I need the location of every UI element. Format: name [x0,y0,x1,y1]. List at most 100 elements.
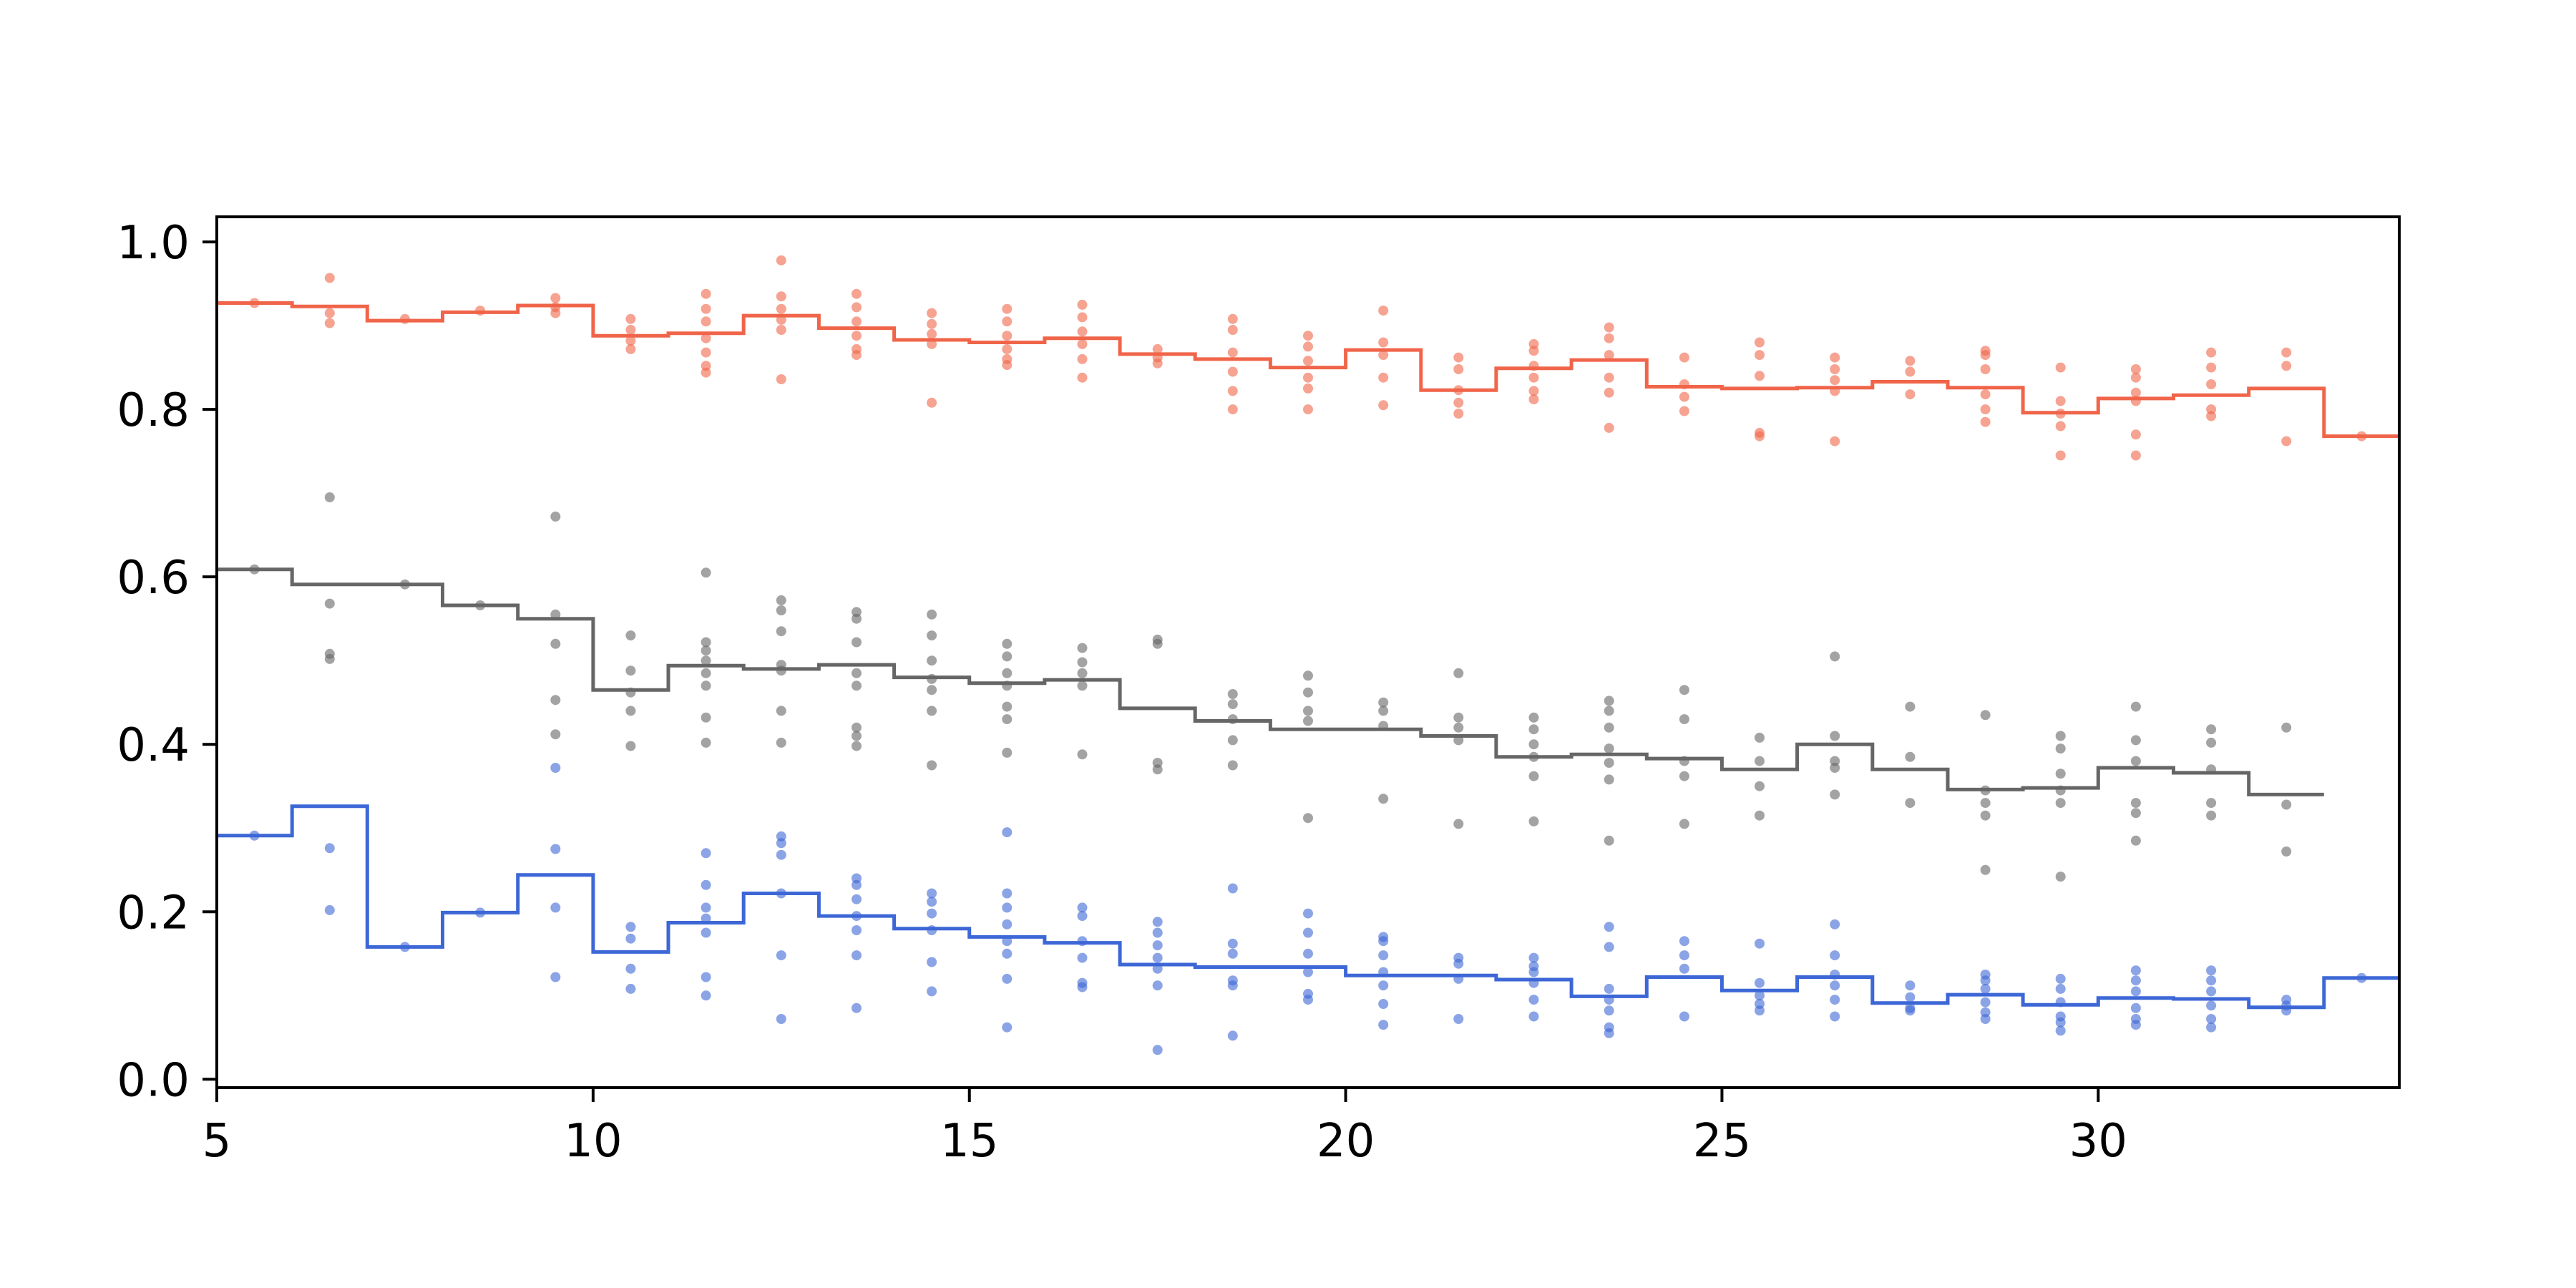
series-1-point-136 [2281,847,2292,857]
series-2-point-76 [1378,980,1389,991]
series-2-point-100 [1755,938,1765,949]
series-0-point-20 [776,255,786,265]
series-1-point-11 [550,729,561,740]
series-1-point-96 [1679,714,1689,725]
series-0-point-64 [1378,306,1389,316]
series-1-point-90 [1604,722,1614,733]
series-1-point-94 [1604,835,1614,846]
series-0-point-31 [852,350,862,361]
series-0-point-48 [1077,372,1088,383]
series-0-point-59 [1303,341,1313,352]
series-0-point-12 [625,343,636,354]
series-1-point-103 [1755,810,1765,821]
series-2-point-34 [927,897,937,907]
series-1-point-115 [1980,810,1991,821]
series-1-point-66 [1227,735,1238,746]
series-2-point-7 [550,902,561,913]
series-0-point-6 [550,293,561,303]
series-1-point-72 [1303,813,1313,824]
series-0-point-83 [1604,372,1614,383]
series-1-point-56 [1077,668,1088,678]
series-2-point-19 [701,990,711,1001]
series-2-point-37 [927,957,937,967]
series-1-point-112 [1980,710,1991,721]
series-0-point-19 [701,367,711,378]
series-2-point-78 [1378,1020,1389,1030]
series-1-point-128 [2130,835,2141,846]
series-2-point-121 [2055,973,2066,984]
series-1-point-84 [1528,739,1539,750]
series-2-point-111 [1905,980,1916,991]
series-2-point-98 [1679,963,1689,974]
series-1-point-87 [1528,816,1539,826]
series-2-point-50 [1077,952,1088,963]
series-0-point-40 [1002,343,1013,354]
series-0-point-68 [1378,400,1389,411]
y-tick-label-5: 1.0 [117,217,190,270]
series-0-point-70 [1453,364,1464,374]
series-2-point-69 [1303,967,1313,977]
series-0-point-1 [324,273,335,283]
series-1-point-60 [1152,638,1163,649]
series-2-point-114 [1905,1005,1916,1016]
series-1-point-40 [927,609,937,620]
series-0-point-82 [1604,350,1614,361]
series-1-point-12 [625,630,636,641]
series-1-point-68 [1303,670,1313,681]
series-2-point-125 [2055,1017,2066,1028]
series-0-point-28 [852,316,862,327]
series-2-point-38 [927,986,937,997]
series-2-point-106 [1830,950,1840,961]
series-1-point-38 [852,731,862,741]
series-2-point-41 [1002,902,1013,913]
series-2-point-83 [1528,952,1539,963]
series-0-point-45 [1077,326,1088,337]
series-2-point-9 [625,922,636,932]
series-1-point-42 [927,655,937,666]
series-0-point-21 [776,291,786,302]
series-0-point-53 [1227,325,1238,335]
series-1-step-line [217,567,2324,796]
series-2-point-99 [1679,1011,1689,1022]
series-1-point-116 [1980,864,1991,875]
series-2-point-120 [1980,1014,1991,1024]
series-1-point-45 [927,706,937,716]
series-2-point-30 [852,925,862,935]
series-1-point-36 [852,680,862,691]
series-0-point-25 [776,374,786,384]
series-0-point-73 [1453,409,1464,419]
series-2-point-64 [1227,980,1238,991]
series-2-point-109 [1830,995,1840,1005]
series-0-point-66 [1378,350,1389,361]
series-1-point-4 [324,653,335,664]
series-1-point-27 [776,626,786,637]
series-0-point-9 [625,313,636,324]
y-tick-label-2: 0.4 [117,719,190,772]
series-0-point-29 [852,331,862,341]
series-0-point-90 [1755,337,1765,348]
series-0-point-115 [2130,372,2141,383]
series-1-point-37 [852,722,862,733]
series-0-point-13 [701,288,711,299]
series-1-point-73 [1378,697,1389,708]
series-1-point-104 [1830,651,1840,662]
series-1-point-7 [550,511,561,522]
series-0-point-60 [1303,356,1313,366]
series-1-point-100 [1755,732,1765,743]
series-1-point-46 [927,760,937,771]
series-2-point-40 [1002,888,1013,899]
series-0-point-105 [1980,364,1991,374]
y-tick-label-4: 0.8 [117,384,190,437]
series-2-point-135 [2206,986,2217,997]
series-2-point-95 [1604,1028,1614,1038]
series-1-point-70 [1303,706,1313,716]
series-1-point-63 [1227,689,1238,699]
series-2-point-126 [2055,1025,2066,1036]
series-0-point-47 [1077,353,1088,364]
series-1-point-23 [701,712,711,723]
series-0-point-57 [1227,404,1238,415]
series-1-point-77 [1453,668,1464,678]
series-2-point-12 [625,983,636,994]
series-0-point-8 [550,308,561,318]
series-0-point-51 [1152,358,1163,369]
